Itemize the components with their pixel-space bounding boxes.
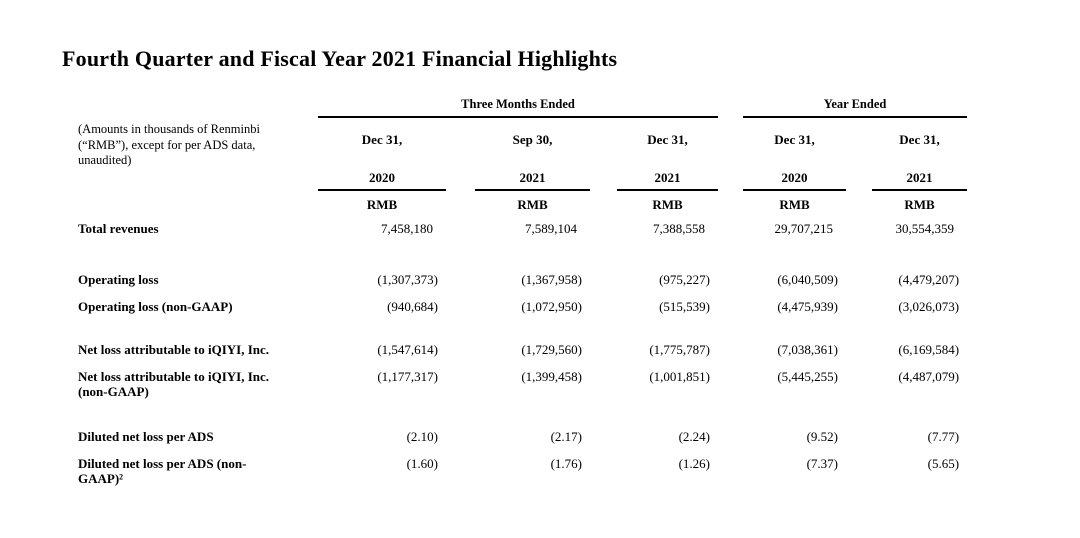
spacer-row [78,242,967,266]
cell-value: (1.60) [406,456,438,471]
col-2-date: Sep 30, [512,132,553,147]
col-4-year: 2020 [743,147,847,191]
col-4-unit: RMB [779,197,810,212]
cell-value: (1,547,614) [377,342,438,357]
col-5-year: 2021 [872,147,968,191]
page-title: Fourth Quarter and Fiscal Year 2021 Fina… [62,46,618,71]
cell-value: (6,169,584) [898,342,960,357]
col-1-year: 2020 [318,147,446,191]
table-row-diluted-net-loss-per-ads-non-gaap: Diluted net loss per ADS (non- GAAP)² (1… [78,450,967,492]
cell-value: (1.26) [678,456,711,471]
col-group-three-months: Three Months Ended [318,97,719,118]
table-row-diluted-net-loss-per-ads: Diluted net loss per ADS (2.10) (2.17) (… [78,423,967,450]
row-label: Operating loss [78,272,159,287]
cell-value: (1,001,851) [649,369,711,384]
cell-value: (1,177,317) [377,369,438,384]
cell-value: (7.77) [927,429,960,444]
spacer-row [78,405,967,423]
cell-value: (1,072,950) [521,299,582,314]
col-2-unit: RMB [517,197,548,212]
col-group-year-ended: Year Ended [743,97,968,118]
row-label: Diluted net loss per ADS [78,429,214,444]
cell-value: 7,458,180 [381,221,433,236]
col-3-unit: RMB [652,197,683,212]
col-5-unit: RMB [904,197,935,212]
cell-value: (1.76) [550,456,582,471]
col-4-date: Dec 31, [774,132,815,147]
cell-value: 29,707,215 [774,221,834,236]
cell-value: (6,040,509) [777,272,839,287]
cell-value: (4,479,207) [898,272,960,287]
cell-value: (7.37) [806,456,839,471]
spacer-row [78,320,967,336]
cell-value: (7,038,361) [777,342,839,357]
group-gap [718,97,743,117]
cell-value: (4,475,939) [777,299,839,314]
cell-value: (3,026,073) [898,299,960,314]
cell-value: (1,307,373) [377,272,438,287]
cell-value: 30,554,359 [895,221,955,236]
col-5-date: Dec 31, [899,132,940,147]
table-row-net-loss: Net loss attributable to iQIYI, Inc. (1,… [78,336,967,363]
cell-value: (1,729,560) [521,342,582,357]
cell-value: (1,399,458) [521,369,582,384]
col-2-year: 2021 [475,147,590,191]
cell-value: (515,539) [659,299,711,314]
row-label: Operating loss (non-GAAP) [78,299,233,314]
cell-value: 7,589,104 [525,221,577,236]
cell-value: (2.24) [678,429,711,444]
row-label: Net loss attributable to iQIYI, Inc. [78,342,270,357]
cell-value: (1,775,787) [649,342,711,357]
unit-header-row: RMB RMB RMB RMB RMB [78,190,967,215]
table-row-operating-loss-non-gaap: Operating loss (non-GAAP) (940,684) (1,0… [78,293,967,320]
table-row-net-loss-non-gaap: Net loss attributable to iQIYI, Inc. (no… [78,363,967,405]
row-label: Net loss attributable to iQIYI, Inc. (no… [78,369,270,399]
financial-highlights-table: Three Months Ended Year Ended (Amounts i… [78,97,968,492]
cell-value: (4,487,079) [898,369,960,384]
table-row-operating-loss: Operating loss (1,307,373) (1,367,958) (… [78,266,967,293]
col-3-date: Dec 31, [647,132,688,147]
cell-value: (5,445,255) [777,369,839,384]
cell-value: (9.52) [806,429,839,444]
cell-value: (940,684) [387,299,438,314]
table-row-total-revenues: Total revenues 7,458,180 7,589,104 7,388… [78,215,967,242]
corner-cell [78,97,318,117]
row-label: Diluted net loss per ADS (non- GAAP)² [78,456,247,486]
cell-value: (1,367,958) [521,272,582,287]
cell-value: (2.17) [550,429,582,444]
cell-value: (5.65) [927,456,960,471]
col-3-year: 2021 [617,147,719,191]
col-1-date: Dec 31, [361,132,403,147]
column-group-row: Three Months Ended Year Ended [78,97,968,118]
col-1-unit: RMB [366,197,398,212]
cell-value: 7,388,558 [653,221,706,236]
year-header-row: 2020 2021 2021 2020 2021 [78,147,968,191]
date-header-row: (Amounts in thousands of Renminbi (“RMB”… [78,117,967,167]
amounts-note: (Amounts in thousands of Renminbi (“RMB”… [78,122,260,167]
cell-value: (2.10) [406,429,438,444]
cell-value: (975,227) [659,272,711,287]
row-label: Total revenues [78,221,159,236]
